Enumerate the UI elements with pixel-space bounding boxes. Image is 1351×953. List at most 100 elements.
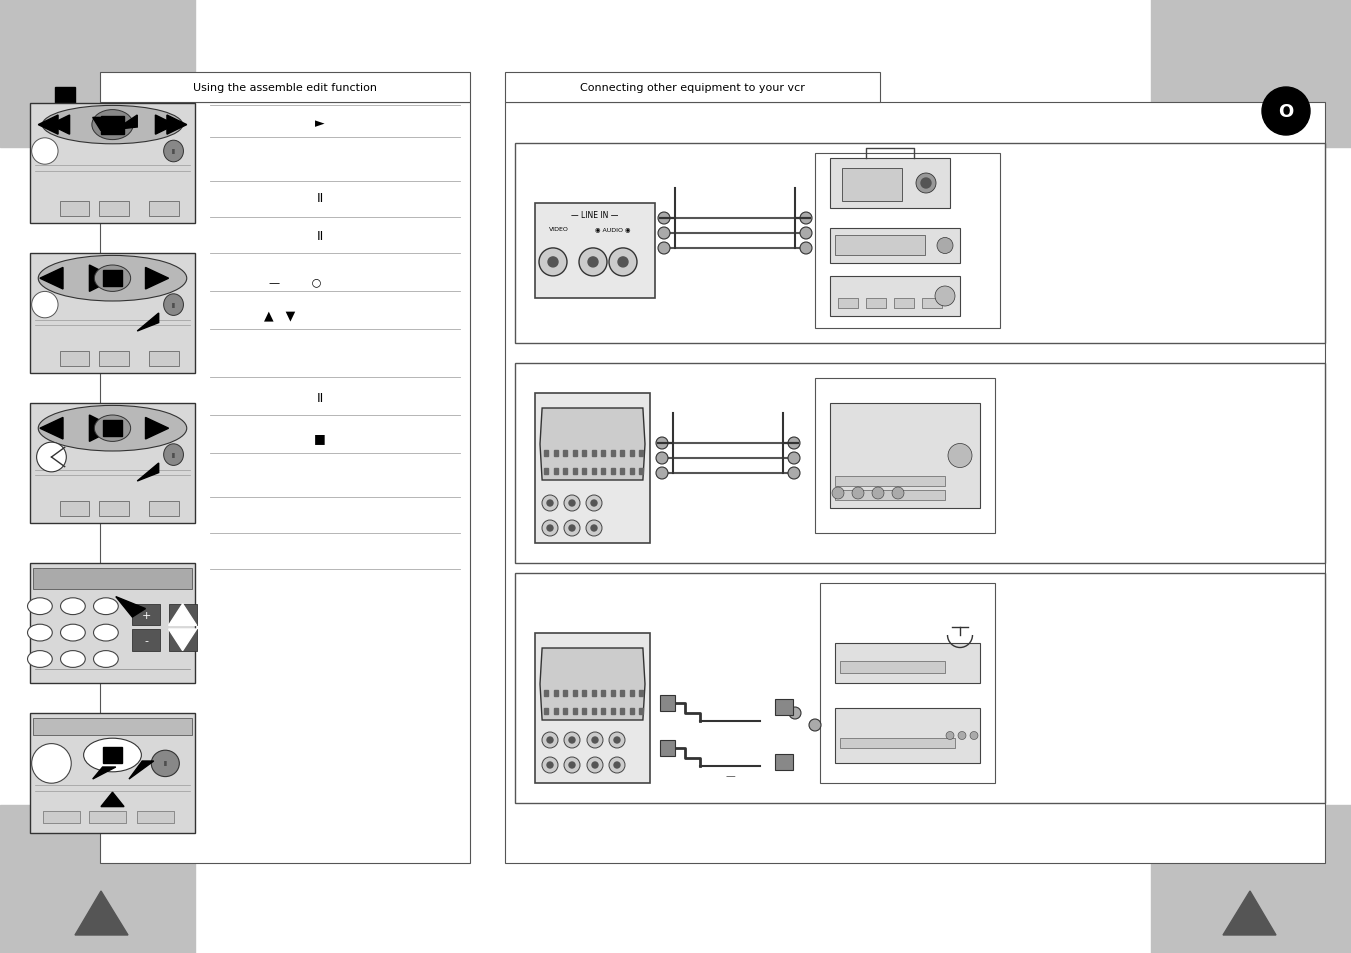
Text: ►: ► [315,117,324,131]
Bar [573,451,577,456]
Circle shape [809,720,821,731]
Text: II: II [172,149,176,154]
Circle shape [916,173,936,193]
Polygon shape [146,268,169,290]
Bar [611,451,615,456]
Circle shape [800,228,812,240]
Bar [592,708,596,714]
Bar [59,202,89,216]
Bar [169,604,197,626]
Circle shape [31,292,58,318]
Ellipse shape [93,598,119,615]
Text: II: II [163,760,168,766]
Ellipse shape [27,651,53,668]
Bar [554,451,558,456]
Circle shape [542,496,558,512]
Bar [100,352,128,366]
Text: ▲   ▼: ▲ ▼ [265,309,296,322]
Bar [554,708,558,714]
Circle shape [36,443,66,473]
Polygon shape [168,116,186,135]
Circle shape [788,468,800,479]
Bar [535,634,650,783]
Ellipse shape [163,444,184,466]
Bar [866,298,886,309]
Ellipse shape [38,406,186,452]
Circle shape [609,249,638,276]
Bar [630,451,634,456]
Bar [592,469,596,475]
Bar [554,469,558,475]
Bar [630,690,634,697]
Bar [815,378,994,534]
Circle shape [592,738,598,743]
Ellipse shape [42,107,182,145]
Polygon shape [50,116,70,135]
Ellipse shape [93,651,119,668]
Bar [59,352,89,366]
Bar [30,253,195,374]
Bar [515,574,1325,803]
Circle shape [948,444,971,468]
Circle shape [590,500,597,506]
Circle shape [542,732,558,748]
Text: II: II [316,193,324,205]
Text: II: II [172,452,176,458]
Circle shape [563,496,580,512]
Ellipse shape [95,416,131,442]
Bar [563,451,567,456]
Polygon shape [93,118,109,132]
Polygon shape [38,116,58,135]
Text: VIDEO: VIDEO [549,227,569,232]
Ellipse shape [38,256,186,302]
Polygon shape [138,314,158,332]
Bar [620,690,624,697]
Ellipse shape [61,651,85,668]
Circle shape [970,732,978,740]
Circle shape [832,488,844,499]
Bar [103,747,123,763]
Circle shape [547,738,553,743]
Circle shape [586,520,603,537]
Circle shape [1262,88,1310,136]
Circle shape [921,179,931,189]
Bar [835,476,944,486]
Circle shape [586,758,603,773]
Circle shape [788,437,800,450]
Circle shape [569,738,576,743]
Bar [573,708,577,714]
Bar [34,718,192,735]
Bar [100,73,470,103]
Circle shape [586,496,603,512]
Circle shape [657,453,667,464]
Circle shape [590,525,597,532]
Circle shape [592,762,598,768]
Bar [838,298,858,309]
Polygon shape [116,597,146,618]
Bar [592,690,596,697]
Bar [620,708,624,714]
Circle shape [588,257,598,268]
Circle shape [580,249,607,276]
Circle shape [946,732,954,740]
Bar [921,298,942,309]
Circle shape [789,707,801,720]
Circle shape [547,500,553,506]
Circle shape [547,525,553,532]
Circle shape [31,138,58,165]
Bar [894,298,915,309]
Text: Using the assemble edit function: Using the assemble edit function [193,83,377,92]
Polygon shape [93,767,116,780]
Bar [573,690,577,697]
Bar [100,202,128,216]
Bar [775,754,793,770]
Polygon shape [169,604,197,626]
Polygon shape [540,409,644,480]
Bar [0,805,195,953]
Ellipse shape [27,598,53,615]
Bar [554,690,558,697]
Bar [582,451,586,456]
Text: ◉ AUDIO ◉: ◉ AUDIO ◉ [596,227,631,232]
Bar [34,568,192,590]
Bar [611,469,615,475]
